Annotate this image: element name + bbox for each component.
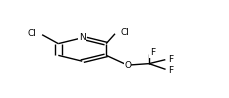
- Text: F: F: [149, 48, 154, 57]
- Text: Cl: Cl: [120, 28, 129, 37]
- Text: N: N: [79, 33, 85, 42]
- Text: Cl: Cl: [27, 29, 36, 38]
- Text: F: F: [168, 55, 173, 64]
- Text: O: O: [123, 61, 131, 70]
- Text: F: F: [168, 66, 173, 75]
